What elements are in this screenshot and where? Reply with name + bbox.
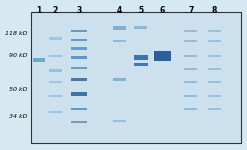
Text: 2: 2: [53, 6, 58, 15]
Text: 7: 7: [188, 6, 194, 15]
FancyBboxPatch shape: [134, 63, 148, 66]
FancyBboxPatch shape: [184, 68, 197, 70]
Text: 50 kD: 50 kD: [9, 87, 28, 92]
FancyBboxPatch shape: [71, 78, 87, 81]
FancyBboxPatch shape: [49, 55, 62, 57]
FancyBboxPatch shape: [71, 47, 87, 50]
FancyBboxPatch shape: [33, 58, 44, 62]
FancyBboxPatch shape: [49, 69, 62, 72]
FancyBboxPatch shape: [71, 56, 87, 59]
Text: 4: 4: [117, 6, 122, 15]
FancyBboxPatch shape: [208, 68, 221, 70]
FancyBboxPatch shape: [184, 55, 197, 57]
Text: 118 kD: 118 kD: [5, 31, 28, 36]
FancyBboxPatch shape: [49, 94, 62, 97]
FancyBboxPatch shape: [184, 108, 197, 110]
FancyBboxPatch shape: [184, 81, 197, 83]
FancyBboxPatch shape: [113, 26, 126, 30]
FancyBboxPatch shape: [208, 40, 221, 42]
FancyBboxPatch shape: [49, 37, 62, 39]
FancyBboxPatch shape: [184, 30, 197, 32]
Text: 90 kD: 90 kD: [9, 53, 28, 58]
FancyBboxPatch shape: [184, 40, 197, 42]
FancyBboxPatch shape: [184, 94, 197, 97]
FancyBboxPatch shape: [71, 121, 87, 123]
FancyBboxPatch shape: [134, 55, 148, 60]
Text: 8: 8: [212, 6, 217, 15]
FancyBboxPatch shape: [49, 111, 62, 113]
FancyBboxPatch shape: [71, 108, 87, 110]
FancyBboxPatch shape: [49, 81, 62, 83]
FancyBboxPatch shape: [208, 30, 221, 32]
FancyBboxPatch shape: [71, 67, 87, 69]
FancyBboxPatch shape: [208, 108, 221, 110]
FancyBboxPatch shape: [154, 51, 171, 61]
FancyBboxPatch shape: [71, 39, 87, 41]
Text: 5: 5: [138, 6, 144, 15]
FancyBboxPatch shape: [113, 120, 126, 122]
FancyBboxPatch shape: [208, 81, 221, 83]
Text: 34 kD: 34 kD: [9, 114, 28, 119]
Text: 6: 6: [160, 6, 165, 15]
FancyBboxPatch shape: [31, 12, 241, 143]
FancyBboxPatch shape: [113, 40, 126, 42]
FancyBboxPatch shape: [71, 92, 87, 96]
Text: 1: 1: [36, 6, 41, 15]
Text: 3: 3: [76, 6, 82, 15]
FancyBboxPatch shape: [113, 78, 126, 81]
FancyBboxPatch shape: [71, 30, 87, 32]
FancyBboxPatch shape: [208, 94, 221, 97]
FancyBboxPatch shape: [134, 26, 147, 29]
FancyBboxPatch shape: [208, 55, 221, 57]
